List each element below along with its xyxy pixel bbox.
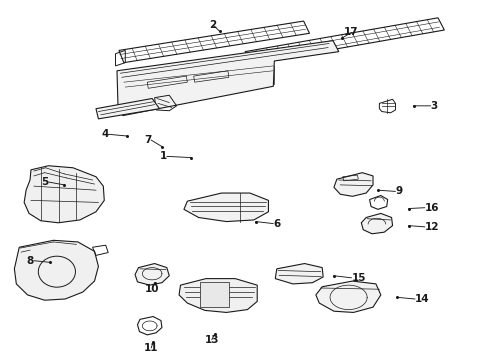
- Text: 14: 14: [415, 294, 430, 304]
- Polygon shape: [96, 99, 159, 119]
- Text: 7: 7: [144, 135, 151, 145]
- Polygon shape: [135, 264, 169, 285]
- Text: 4: 4: [102, 129, 109, 139]
- Text: 3: 3: [431, 101, 438, 111]
- Polygon shape: [117, 41, 339, 116]
- Polygon shape: [24, 166, 104, 223]
- Polygon shape: [14, 240, 98, 300]
- Text: 10: 10: [145, 284, 159, 294]
- Text: 6: 6: [273, 219, 281, 229]
- Polygon shape: [316, 281, 381, 312]
- Text: 2: 2: [210, 20, 217, 30]
- Polygon shape: [200, 282, 229, 307]
- Polygon shape: [275, 264, 323, 284]
- Text: 12: 12: [425, 222, 440, 232]
- Text: 11: 11: [144, 343, 158, 353]
- Text: 9: 9: [395, 186, 403, 197]
- Polygon shape: [361, 213, 392, 234]
- Text: 17: 17: [344, 27, 359, 37]
- Polygon shape: [334, 173, 373, 196]
- Text: 16: 16: [425, 203, 440, 213]
- Text: 15: 15: [351, 273, 366, 283]
- Polygon shape: [184, 193, 269, 221]
- Polygon shape: [179, 279, 257, 312]
- Text: 5: 5: [41, 177, 49, 187]
- Text: 8: 8: [26, 256, 34, 266]
- Text: 1: 1: [160, 151, 167, 161]
- Text: 13: 13: [204, 335, 219, 345]
